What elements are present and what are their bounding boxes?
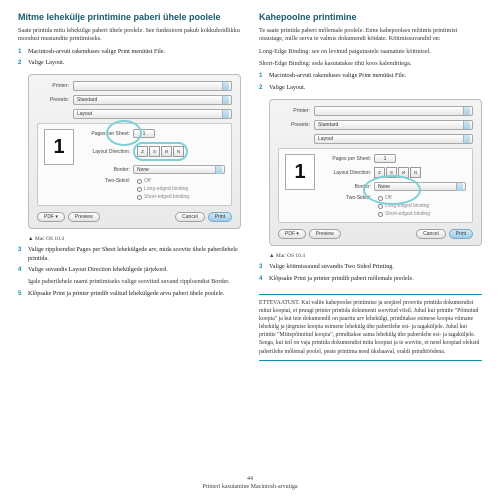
dir-btn-2[interactable]: S — [149, 146, 160, 157]
step-num: 4 — [18, 266, 24, 274]
border-dropdown-r[interactable]: None — [374, 182, 466, 191]
page-thumb-r: 1 — [285, 154, 315, 190]
pdf-button-r[interactable]: PDF ▾ — [278, 229, 306, 239]
print-button[interactable]: Print — [208, 212, 232, 222]
two-off-r[interactable]: Off — [378, 195, 430, 201]
step-num: 4 — [259, 275, 265, 283]
footer-sub: Printeri kasutamine Macintosh-arvutiga — [18, 484, 482, 492]
printer-label-r: Printer: — [278, 108, 310, 114]
dir-btn-4r[interactable]: N — [410, 167, 421, 178]
preview-button-r[interactable]: Preview — [309, 229, 341, 239]
left-intro: Saate printida mitu lehekülge paberi ühe… — [18, 27, 241, 44]
pps-label-r: Pages per Sheet: — [321, 156, 371, 162]
border-dropdown[interactable]: None — [133, 165, 225, 174]
printer-label: Printer: — [37, 83, 69, 89]
right-bind2: Short-Edge Binding: seda kasutatakse tih… — [259, 60, 482, 68]
presets-dropdown-r[interactable]: Standard — [314, 120, 473, 130]
left-step5: Klõpsake Print ja printer prindib valitu… — [28, 290, 241, 298]
two-short-r[interactable]: Short-edged binding — [378, 211, 430, 217]
step-num: 2 — [259, 84, 265, 92]
step-num: 3 — [18, 246, 24, 254]
step-num: 1 — [259, 72, 265, 80]
left-step3: Valige ripploendist Pages per Sheet lehe… — [28, 246, 241, 263]
page-thumb: 1 — [44, 129, 74, 165]
presets-label-r: Presets: — [278, 122, 310, 128]
right-bind1: Long-Edge Binding: see on levinud paigut… — [259, 48, 482, 56]
pdf-button[interactable]: PDF ▾ — [37, 212, 65, 222]
pps-label: Pages per Sheet: — [80, 131, 130, 137]
pps-stepper-r[interactable]: 1 — [374, 154, 396, 163]
left-step4b: Igale paberilehele raami printimiseks va… — [28, 278, 241, 286]
step-num: 5 — [18, 290, 24, 298]
left-step1: Macintosh-arvuti rakenduses valige Print… — [28, 48, 241, 56]
print-dialog-right: Printer: Presets: Standard Layout 1 Page… — [269, 99, 482, 246]
two-off[interactable]: Off — [137, 178, 189, 184]
left-heading: Mitme lehekülje printimine paberi ühele … — [18, 12, 241, 22]
printer-dropdown-r[interactable] — [314, 106, 473, 116]
section-dropdown[interactable]: Layout — [73, 109, 232, 119]
twosided-label: Two-Sided: — [80, 178, 130, 184]
dir-btn-1[interactable]: Z — [137, 146, 148, 157]
printer-dropdown[interactable] — [73, 81, 232, 91]
cancel-button-r[interactable]: Cancel — [416, 229, 446, 239]
caution-box: ETTEVAATUST. Kui valite kahepoolse print… — [259, 294, 482, 361]
left-step4: Valige suvandis Layout Direction lehekül… — [28, 266, 241, 274]
preview-button[interactable]: Preview — [68, 212, 100, 222]
twosided-label-r: Two-Sided: — [321, 195, 371, 201]
dir-label: Layout Direction: — [80, 149, 130, 155]
left-caption: ▲ Mac OS 10.4 — [28, 236, 241, 242]
section-dropdown-r[interactable]: Layout — [314, 134, 473, 144]
page-number: 44 — [18, 476, 482, 484]
dir-btn-3r[interactable]: И — [398, 167, 409, 178]
presets-dropdown[interactable]: Standard — [73, 95, 232, 105]
dir-btn-2r[interactable]: S — [386, 167, 397, 178]
right-step2: Valige Layout. — [269, 84, 482, 92]
left-step2: Valige Layout. — [28, 59, 241, 67]
right-heading: Kahepoolne printimine — [259, 12, 482, 22]
right-caption: ▲ Mac OS 10.4 — [269, 253, 482, 259]
right-step4: Klõpsake Print ja printer prindib paberi… — [269, 275, 482, 283]
right-step3: Valige köitmissuund suvandis Two Sided P… — [269, 263, 482, 271]
right-intro: Te saate printida paberi mõlemale poolel… — [259, 27, 482, 44]
cancel-button[interactable]: Cancel — [175, 212, 205, 222]
print-button-r[interactable]: Print — [449, 229, 473, 239]
dir-label-r: Layout Direction: — [321, 170, 371, 176]
presets-label: Presets: — [37, 97, 69, 103]
border-label-r: Border: — [321, 184, 371, 190]
step-num: 3 — [259, 263, 265, 271]
border-label: Border: — [80, 167, 130, 173]
two-long-r[interactable]: Long-edged binding — [378, 203, 430, 209]
step-num: 1 — [18, 48, 24, 56]
pps-stepper[interactable]: 1 — [133, 129, 155, 138]
dir-btn-3[interactable]: И — [161, 146, 172, 157]
dir-btn-4[interactable]: N — [173, 146, 184, 157]
dir-btn-1r[interactable]: Z — [374, 167, 385, 178]
print-dialog-left: Printer: Presets: Standard Layout 1 Page… — [28, 74, 241, 229]
right-step1: Macintosh-arvuti rakenduses valige Print… — [269, 72, 482, 80]
direction-highlight: Z S И N — [133, 142, 188, 161]
step-num: 2 — [18, 59, 24, 67]
two-short[interactable]: Short-edged binding — [137, 194, 189, 200]
two-long[interactable]: Long-edged binding — [137, 186, 189, 192]
